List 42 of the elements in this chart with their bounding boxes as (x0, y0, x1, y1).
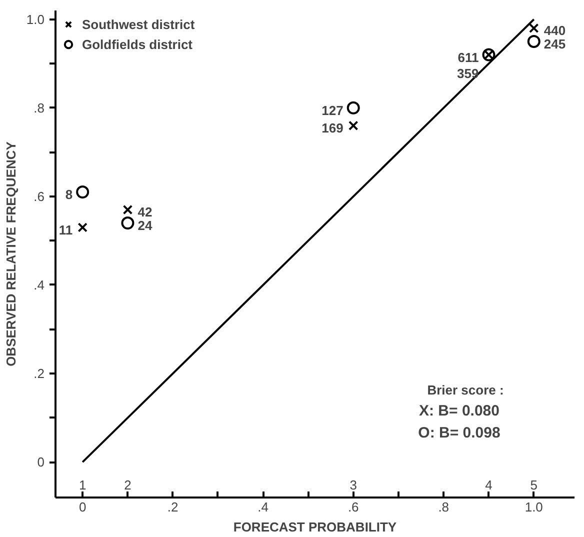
legend-label: Goldfields district (82, 36, 193, 52)
x-tick-label: .4 (258, 500, 269, 514)
y-tick-label: .6 (34, 188, 44, 204)
x-tick-label: 0 (78, 500, 86, 514)
x-tick-label: .6 (348, 500, 359, 514)
annotation: 3 (350, 478, 357, 492)
y-tick-label: 1.0 (26, 12, 45, 27)
point (346, 101, 360, 114)
point (122, 204, 133, 215)
y-axis-title: OBSERVED RELATIVE FREQUENCY (3, 141, 18, 366)
point (78, 222, 88, 232)
annotation: 611 (458, 50, 479, 65)
y-tick-label: .8 (34, 100, 44, 116)
point (121, 216, 134, 230)
x-tick-label: .2 (167, 500, 178, 514)
annotation: 245 (544, 36, 566, 52)
x-axis-title: FORECAST PROBABILITY (233, 520, 397, 534)
annotation: 42 (138, 204, 152, 220)
point (76, 186, 90, 199)
annotation: 5 (530, 478, 538, 492)
annotation: 169 (322, 120, 344, 136)
y-tick-label: .4 (34, 277, 44, 292)
annotation: X: B= 0.080 (419, 402, 500, 420)
y-tick-label: 0 (37, 454, 45, 470)
point (528, 23, 539, 34)
annotation: 440 (544, 23, 566, 38)
annotation: 1 (78, 478, 86, 492)
annotation: 11 (58, 222, 73, 238)
annotation: 24 (138, 218, 153, 234)
annotation: 359 (457, 66, 479, 81)
legend-label: Southwest district (82, 16, 195, 32)
x-tick-label: 1.0 (524, 500, 543, 514)
point (527, 35, 540, 48)
annotation: O: B= 0.098 (418, 424, 500, 442)
y-tick-label: .2 (34, 366, 44, 382)
annotation: 4 (485, 478, 492, 492)
point (348, 120, 358, 130)
annotation: 8 (65, 187, 73, 202)
annotation: 127 (322, 102, 344, 118)
annotation: 2 (124, 478, 132, 492)
annotation: Brier score : (427, 382, 504, 398)
x-tick-label: .8 (438, 500, 450, 514)
